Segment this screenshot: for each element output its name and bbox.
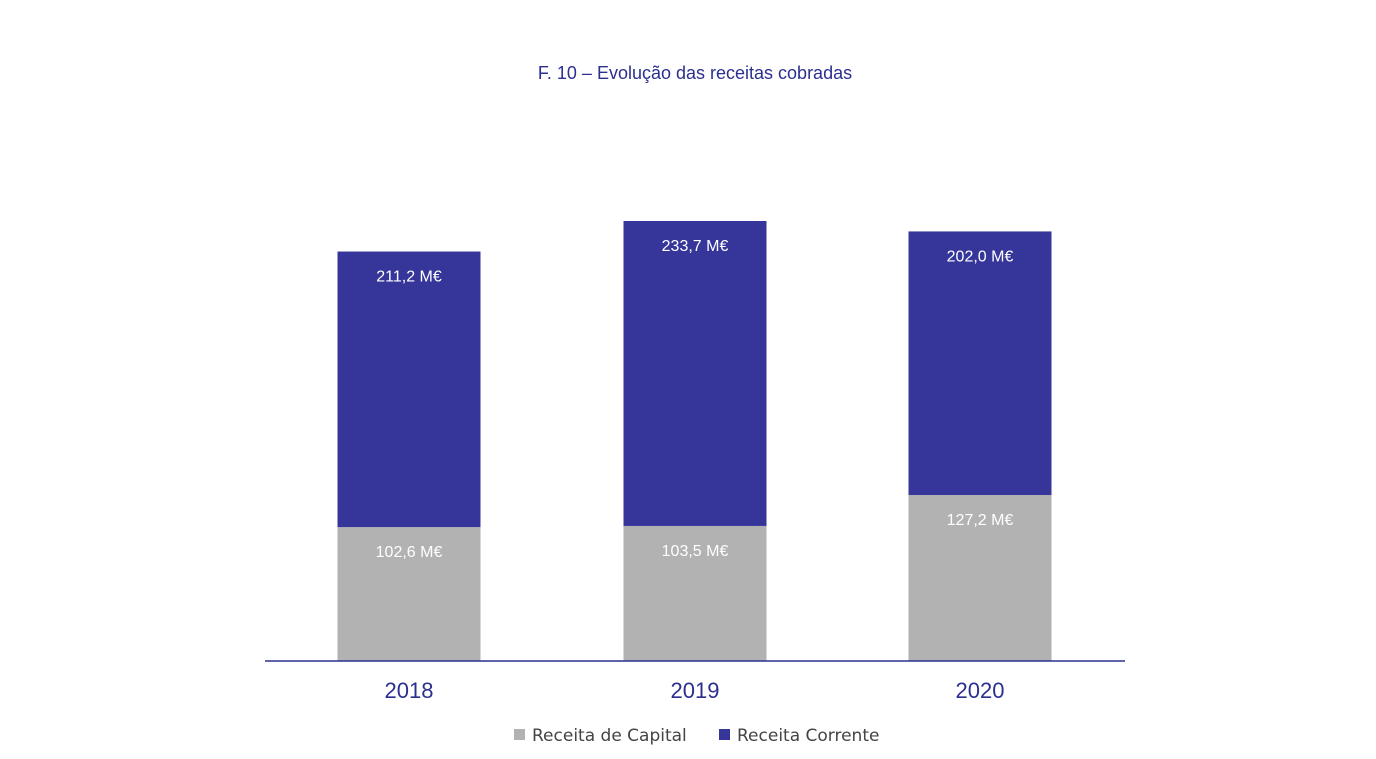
- bar-receita-de-capital-2020: [908, 495, 1052, 661]
- bar-receita-corrente-2020: [908, 231, 1052, 496]
- chart-title: F. 10 – Evolução das receitas cobradas: [538, 63, 852, 83]
- bar-receita-corrente-2019: [623, 221, 767, 526]
- x-tick-label-2018: 2018: [385, 678, 434, 703]
- bar-receita-de-capital-2018: [337, 527, 481, 661]
- data-label-receita-de-capital-2020: 127,2 M€: [947, 512, 1014, 529]
- legend: Receita de Capital Receita Corrente: [514, 726, 879, 746]
- x-tick-label-2019: 2019: [671, 678, 720, 703]
- x-axis-ticks: 2018 2019 2020: [385, 678, 1005, 703]
- data-label-receita-corrente-2019: 233,7 M€: [662, 238, 729, 255]
- bar-receita-corrente-2018: [337, 251, 481, 528]
- legend-swatch-receita-corrente: [719, 729, 730, 740]
- bars-group: 102,6 M€ 211,2 M€ 103,5 M€ 233,7 M€ 127,2 M€…: [337, 221, 1052, 661]
- legend-swatch-receita-de-capital: [514, 729, 525, 740]
- bar-receita-de-capital-2019: [623, 525, 767, 661]
- legend-label-receita-de-capital: Receita de Capital: [532, 726, 687, 746]
- legend-label-receita-corrente: Receita Corrente: [737, 726, 879, 746]
- data-label-receita-corrente-2020: 202,0 M€: [947, 248, 1014, 265]
- data-label-receita-corrente-2018: 211,2 M€: [376, 269, 442, 286]
- data-label-receita-de-capital-2019: 103,5 M€: [662, 543, 729, 560]
- x-tick-label-2020: 2020: [956, 678, 1005, 703]
- data-label-receita-de-capital-2018: 102,6 M€: [376, 544, 443, 561]
